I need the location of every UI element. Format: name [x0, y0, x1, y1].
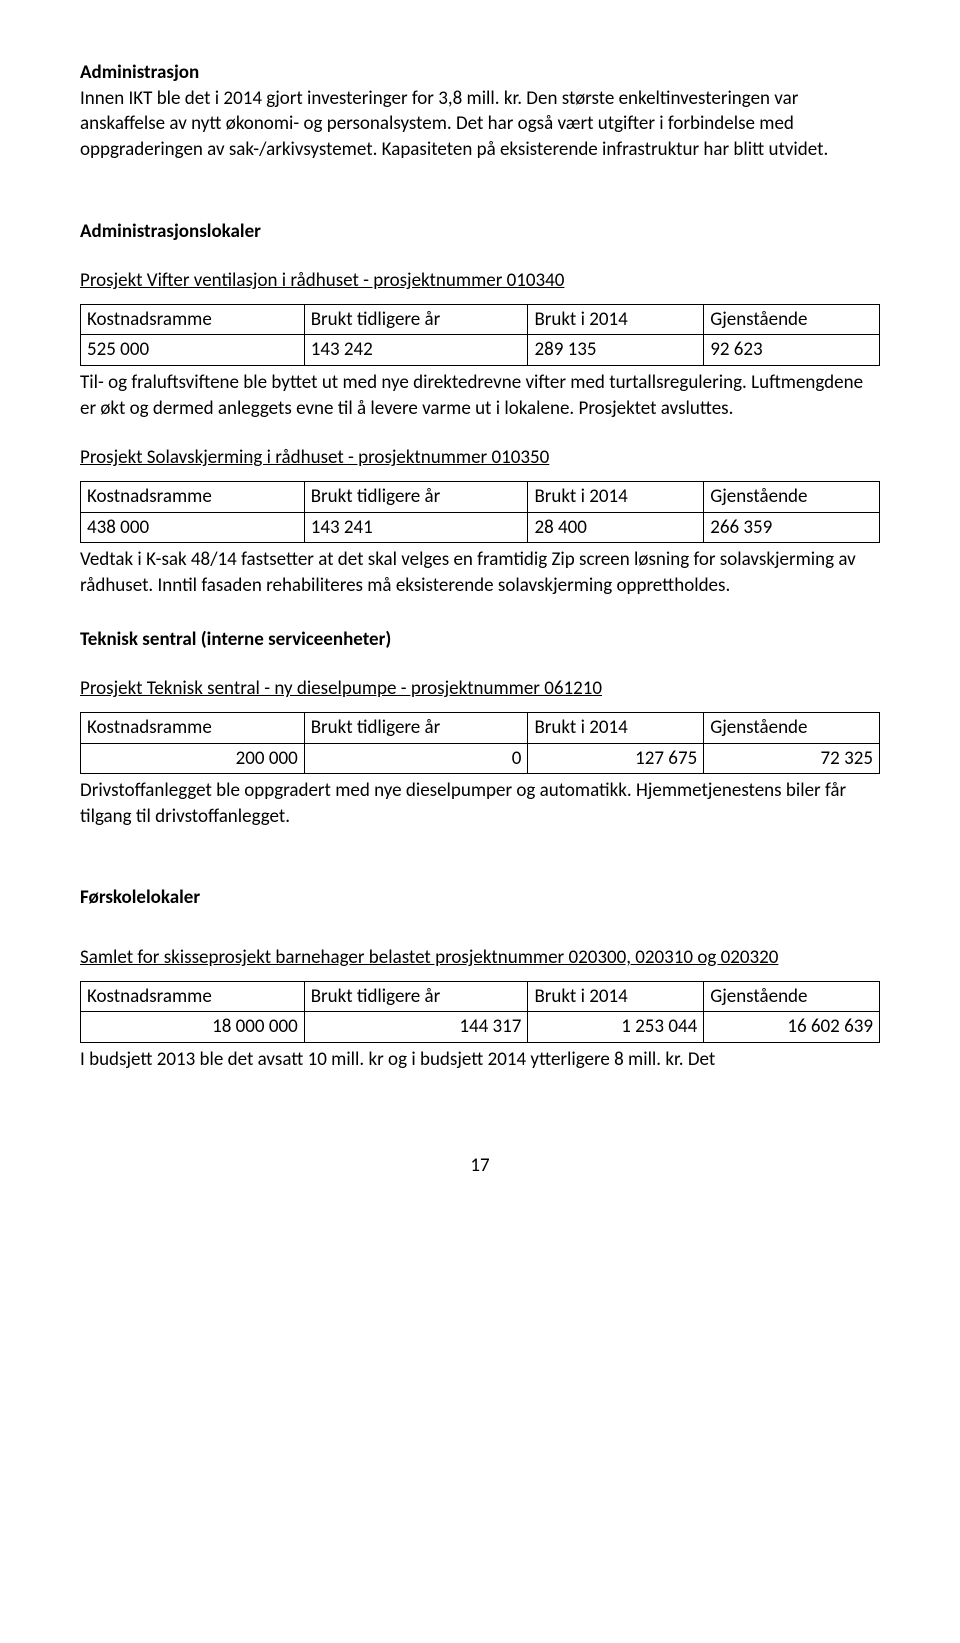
cell: 200 000 — [81, 743, 305, 774]
cell: 143 241 — [304, 512, 528, 543]
project-2-title: Prosjekt Solavskjerming i rådhuset - pro… — [80, 445, 880, 471]
project-4-text: I budsjett 2013 ble det avsatt 10 mill. … — [80, 1047, 880, 1073]
th-brukt-2014: Brukt i 2014 — [528, 981, 704, 1012]
th-kostnadsramme: Kostnadsramme — [81, 304, 305, 335]
cell: 266 359 — [704, 512, 880, 543]
cell: 289 135 — [528, 335, 704, 366]
th-brukt-tidligere: Brukt tidligere år — [304, 304, 528, 335]
cell: 28 400 — [528, 512, 704, 543]
project-3-title: Prosjekt Teknisk sentral - ny dieselpump… — [80, 676, 880, 702]
cell: 0 — [304, 743, 528, 774]
cell: 438 000 — [81, 512, 305, 543]
th-brukt-2014: Brukt i 2014 — [528, 712, 704, 743]
project-3-text: Drivstoffanlegget ble oppgradert med nye… — [80, 778, 880, 829]
th-gjenstaende: Gjenstående — [704, 304, 880, 335]
th-brukt-tidligere: Brukt tidligere år — [304, 482, 528, 513]
cell: 144 317 — [304, 1012, 528, 1043]
table-row: 525 000 143 242 289 135 92 623 — [81, 335, 880, 366]
cell: 127 675 — [528, 743, 704, 774]
heading-teknisk-sentral: Teknisk sentral (interne serviceenheter) — [80, 627, 880, 653]
table-header-row: Kostnadsramme Brukt tidligere år Brukt i… — [81, 482, 880, 513]
heading-forskolelokaler: Førskolelokaler — [80, 885, 880, 911]
th-kostnadsramme: Kostnadsramme — [81, 482, 305, 513]
page-number: 17 — [80, 1153, 880, 1179]
intro-paragraph: Innen IKT ble det i 2014 gjort investeri… — [80, 86, 880, 163]
table-header-row: Kostnadsramme Brukt tidligere år Brukt i… — [81, 304, 880, 335]
cell: 18 000 000 — [81, 1012, 305, 1043]
project-2-table: Kostnadsramme Brukt tidligere år Brukt i… — [80, 481, 880, 543]
cell: 1 253 044 — [528, 1012, 704, 1043]
cell: 16 602 639 — [704, 1012, 880, 1043]
th-gjenstaende: Gjenstående — [704, 482, 880, 513]
heading-administrasjon: Administrasjon — [80, 60, 880, 86]
project-2-text: Vedtak i K-sak 48/14 fastsetter at det s… — [80, 547, 880, 598]
project-4-title: Samlet for skisseprosjekt barnehager bel… — [80, 945, 880, 971]
table-header-row: Kostnadsramme Brukt tidligere år Brukt i… — [81, 712, 880, 743]
th-gjenstaende: Gjenstående — [704, 712, 880, 743]
cell: 72 325 — [704, 743, 880, 774]
project-4-table: Kostnadsramme Brukt tidligere år Brukt i… — [80, 981, 880, 1043]
project-1-title: Prosjekt Vifter ventilasjon i rådhuset -… — [80, 268, 880, 294]
table-row: 18 000 000 144 317 1 253 044 16 602 639 — [81, 1012, 880, 1043]
th-brukt-2014: Brukt i 2014 — [528, 482, 704, 513]
cell: 92 623 — [704, 335, 880, 366]
project-1-text: Til- og fraluftsviftene ble byttet ut me… — [80, 370, 880, 421]
table-header-row: Kostnadsramme Brukt tidligere år Brukt i… — [81, 981, 880, 1012]
table-row: 438 000 143 241 28 400 266 359 — [81, 512, 880, 543]
cell: 525 000 — [81, 335, 305, 366]
th-kostnadsramme: Kostnadsramme — [81, 712, 305, 743]
th-brukt-2014: Brukt i 2014 — [528, 304, 704, 335]
th-kostnadsramme: Kostnadsramme — [81, 981, 305, 1012]
th-brukt-tidligere: Brukt tidligere år — [304, 712, 528, 743]
project-1-table: Kostnadsramme Brukt tidligere år Brukt i… — [80, 304, 880, 366]
heading-administrasjonslokaler: Administrasjonslokaler — [80, 219, 880, 245]
th-gjenstaende: Gjenstående — [704, 981, 880, 1012]
table-row: 200 000 0 127 675 72 325 — [81, 743, 880, 774]
th-brukt-tidligere: Brukt tidligere år — [304, 981, 528, 1012]
project-3-table: Kostnadsramme Brukt tidligere år Brukt i… — [80, 712, 880, 774]
cell: 143 242 — [304, 335, 528, 366]
